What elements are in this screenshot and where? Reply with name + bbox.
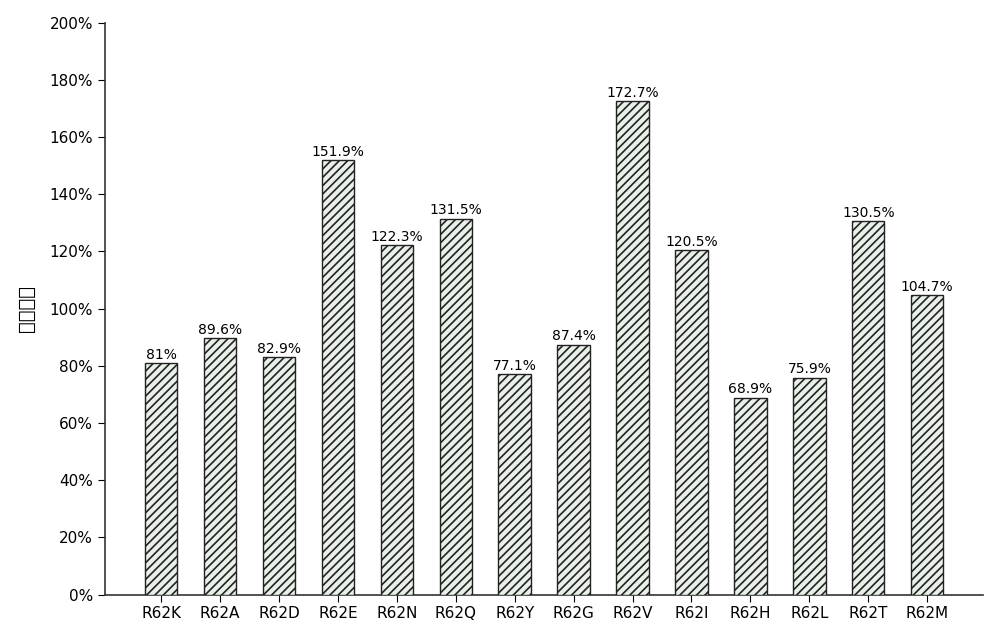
Bar: [793, 378, 826, 595]
Bar: [381, 245, 413, 595]
Bar: [498, 374, 531, 595]
Text: 68.9%: 68.9%: [728, 382, 772, 396]
Bar: [204, 338, 236, 595]
Text: 82.9%: 82.9%: [257, 343, 301, 357]
Bar: [557, 345, 590, 595]
Text: 81%: 81%: [146, 348, 177, 362]
Bar: [145, 363, 177, 595]
Text: 75.9%: 75.9%: [787, 362, 831, 376]
Bar: [440, 219, 472, 595]
Text: 87.4%: 87.4%: [552, 329, 596, 343]
Text: 122.3%: 122.3%: [371, 230, 423, 244]
Bar: [734, 397, 767, 595]
Text: 151.9%: 151.9%: [311, 145, 364, 159]
Y-axis label: 相对活性: 相对活性: [17, 285, 36, 332]
Bar: [911, 295, 943, 595]
Bar: [852, 221, 884, 595]
Text: 131.5%: 131.5%: [429, 204, 482, 218]
Bar: [263, 357, 295, 595]
Text: 104.7%: 104.7%: [901, 280, 954, 294]
Bar: [322, 160, 354, 595]
Text: 130.5%: 130.5%: [842, 206, 895, 220]
Bar: [616, 101, 649, 595]
Text: 172.7%: 172.7%: [606, 85, 659, 100]
Text: 89.6%: 89.6%: [198, 323, 242, 338]
Bar: [675, 250, 708, 595]
Text: 120.5%: 120.5%: [665, 235, 718, 249]
Text: 77.1%: 77.1%: [493, 359, 537, 373]
